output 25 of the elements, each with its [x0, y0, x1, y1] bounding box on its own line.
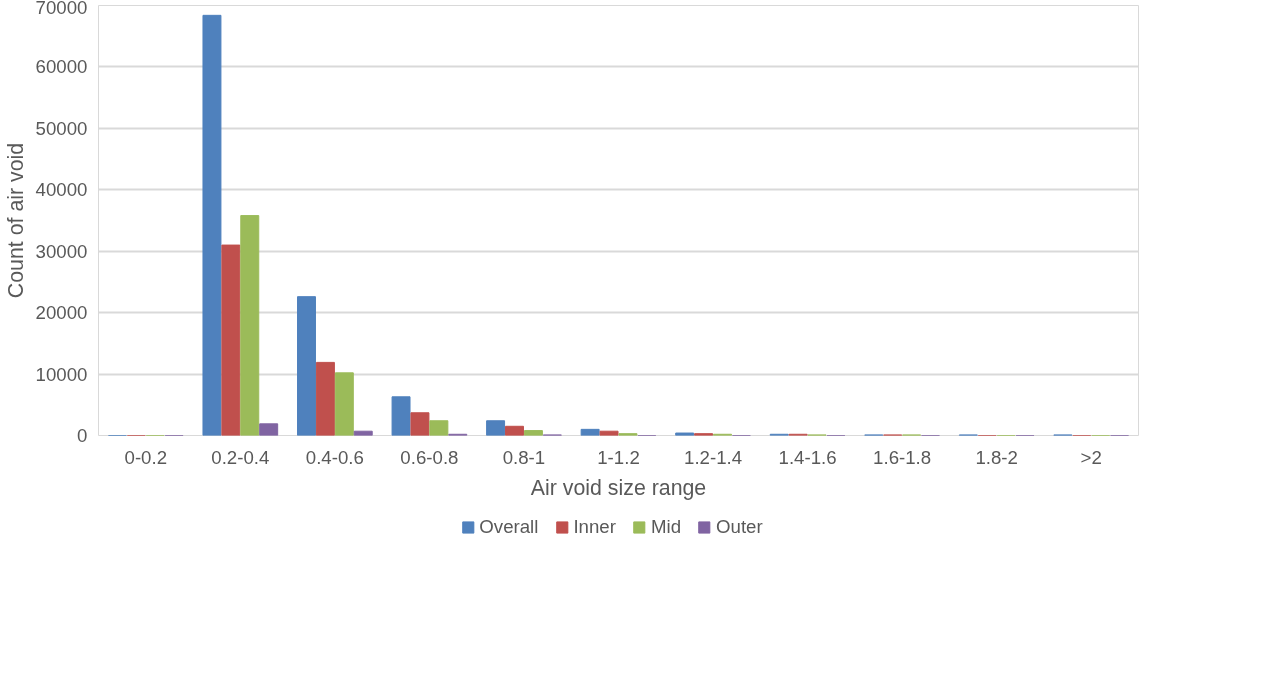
y-tick-label: 50000 [35, 117, 88, 139]
y-tick-label: 70000 [35, 0, 88, 18]
x-tick-label: 0.4-0.6 [305, 446, 364, 468]
y-tick-label: 60000 [35, 56, 88, 78]
y-tick-label: 20000 [35, 302, 88, 324]
legend-label: Overall [479, 516, 539, 538]
y-tick-label: 40000 [35, 179, 88, 201]
y-tick-label: 30000 [35, 240, 88, 262]
y-tick-label: 10000 [35, 363, 88, 385]
x-tick-label: 1.4-1.6 [778, 446, 837, 468]
x-tick-label: 1.6-1.8 [873, 446, 932, 468]
x-tick-label: >2 [1080, 446, 1102, 468]
x-tick-label: 1.8-2 [975, 446, 1018, 468]
legend-label: Outer [716, 516, 763, 538]
legend-label: Mid [650, 516, 682, 538]
x-tick-label: 1.2-1.4 [684, 446, 743, 468]
x-tick-label: 0.6-0.8 [400, 446, 459, 468]
x-tick-label: 1-1.2 [597, 446, 640, 468]
y-axis-title: Count of air void [3, 142, 28, 299]
y-tick-label: 0 [77, 425, 88, 446]
x-tick-label: 0.8-1 [502, 446, 546, 468]
x-axis-title: Air void size range [530, 475, 707, 500]
legend-label: Inner [573, 516, 616, 538]
x-tick-label: 0-0.2 [124, 446, 168, 468]
x-tick-label: 0.2-0.4 [211, 446, 270, 468]
